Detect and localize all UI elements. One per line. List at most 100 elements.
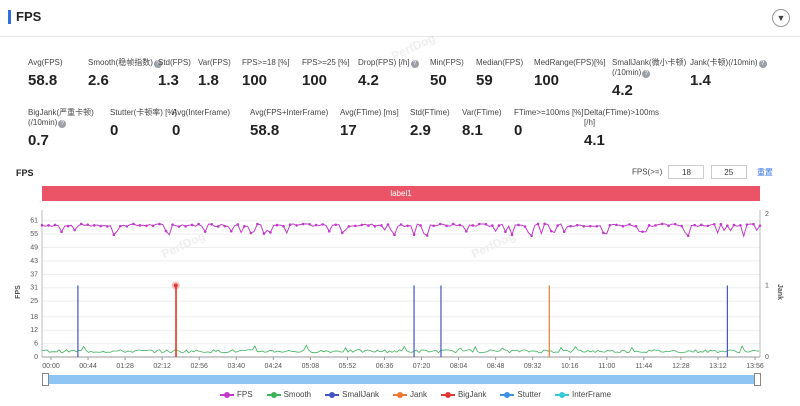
fps-point [523, 225, 527, 228]
fps-point [628, 223, 631, 226]
chevron-down-icon[interactable]: ▼ [772, 9, 790, 27]
metric-value: 4.1 [584, 132, 605, 149]
help-icon[interactable]: ? [153, 60, 162, 68]
x-tick-label: 06:36 [376, 363, 394, 370]
metric-label-text: Stutter(卡顿率) [%] [110, 108, 177, 117]
metric-r2-6: Var(FTime) 8.1 [462, 108, 572, 139]
fps-point [699, 223, 703, 227]
fps-point [758, 224, 762, 227]
fps-point [308, 222, 311, 226]
time-range-slider[interactable] [44, 375, 760, 384]
metric-label: Min(FPS) [430, 58, 540, 68]
fps-point [582, 224, 586, 228]
help-icon[interactable]: ? [642, 70, 651, 78]
metric-label-text: Delta(FTime)>100ms [/h] [584, 108, 660, 127]
metric-label: Avg(InterFrame) [172, 108, 282, 118]
legend-label: FPS [237, 390, 253, 399]
fps-point [752, 222, 755, 226]
x-tick-label: 10:16 [561, 363, 579, 370]
legend-item-smalljank[interactable]: SmallJank [325, 390, 379, 399]
x-tick-label: 05:08 [302, 363, 320, 370]
fps-point [654, 224, 657, 227]
help-icon[interactable]: ? [58, 120, 67, 128]
header-accent-bar [8, 10, 11, 24]
metric-label: Stutter(卡顿率) [%] [110, 108, 220, 118]
metric-value: 8.1 [462, 122, 483, 139]
fps-point [354, 224, 357, 228]
fps-point [536, 222, 540, 226]
x-tick-label: 00:00 [42, 363, 60, 370]
label-bar[interactable]: label1 [42, 186, 760, 201]
metric-label: Var(FPS) [198, 58, 308, 68]
metric-label-text: BigJank(严重卡顿)(/10min) [28, 108, 94, 127]
fps-threshold-high-input[interactable] [710, 165, 747, 179]
fps-point [92, 224, 96, 227]
fps-point [125, 225, 129, 228]
fps-point [47, 224, 50, 227]
legend-item-interframe[interactable]: InterFrame [555, 390, 611, 399]
help-icon[interactable]: ? [410, 60, 419, 68]
fps-point [145, 224, 148, 228]
fps-point [256, 222, 259, 226]
metric-label: Drop(FPS) [/h]? [358, 58, 468, 68]
fps-point [314, 223, 318, 227]
metric-label: Std(FTime) [410, 108, 520, 118]
fps-point [556, 224, 559, 227]
fps-point [327, 229, 331, 233]
fps-point [719, 222, 723, 226]
fps-point [210, 222, 214, 226]
fps-point [243, 224, 246, 228]
fps-point [491, 224, 494, 227]
metric-label-text: Min(FPS) [430, 58, 464, 67]
fps-point [119, 224, 122, 228]
fps-point [112, 233, 116, 237]
legend-item-jank[interactable]: Jank [393, 390, 427, 399]
legend-item-stutter[interactable]: Stutter [500, 390, 541, 399]
y-tick-label: 31 [30, 285, 38, 292]
metric-value: 1.8 [198, 72, 219, 89]
x-tick-label: 11:44 [635, 363, 652, 370]
metric-r1-3: Var(FPS) 1.8 [198, 58, 308, 89]
x-tick-label: 00:44 [79, 363, 97, 370]
fps-point [445, 224, 448, 228]
fps-point [249, 231, 253, 235]
x-tick-label: 09:32 [524, 363, 542, 370]
metric-value: 100 [534, 72, 560, 89]
fps-point [660, 222, 664, 226]
slider-handle-right[interactable] [754, 373, 761, 386]
chart-title: FPS [16, 168, 34, 178]
legend-swatch-icon [220, 391, 234, 398]
legend-label: Stutter [517, 390, 541, 399]
fps-point [340, 231, 344, 235]
metric-value: 58.8 [250, 122, 280, 139]
fps-point [380, 224, 383, 227]
metric-label: Avg(FPS+InterFrame) [250, 108, 330, 118]
metric-value: 100 [302, 72, 328, 89]
metric-r2-3: Avg(FPS+InterFrame) 58.8 [250, 108, 330, 139]
legend-item-smooth[interactable]: Smooth [266, 390, 311, 399]
x-tick-label: 02:56 [190, 363, 208, 370]
fps-point [686, 234, 690, 238]
metric-value: 0.7 [28, 132, 49, 149]
reset-button[interactable]: 重置 [756, 167, 773, 177]
fps-point [543, 222, 546, 226]
x-tick-label: 03:40 [227, 363, 245, 370]
fps-point [190, 223, 194, 227]
fps-point [282, 224, 285, 228]
y-axis-label: FPS [15, 285, 22, 299]
fps-point [458, 223, 462, 227]
x-tick-label: 08:48 [487, 363, 505, 370]
fps-threshold-low-input[interactable] [668, 165, 705, 179]
fps-point [360, 223, 364, 227]
metric-label-text: Var(FTime) [462, 108, 502, 117]
fps-point [203, 230, 207, 233]
legend-item-fps[interactable]: FPS [220, 390, 253, 399]
metric-r1-4: FPS>=18 [%] 100 [242, 58, 352, 89]
metric-r2-8: Delta(FTime)>100ms [/h] 4.1 [584, 108, 664, 149]
slider-handle-left[interactable] [42, 373, 49, 386]
fps-point [171, 223, 174, 226]
legend-item-bigjank[interactable]: BigJank [440, 390, 486, 399]
help-icon[interactable]: ? [758, 60, 767, 68]
metric-r1-10: SmallJank(微小卡顿)(/10min)? 4.2 [612, 58, 692, 99]
